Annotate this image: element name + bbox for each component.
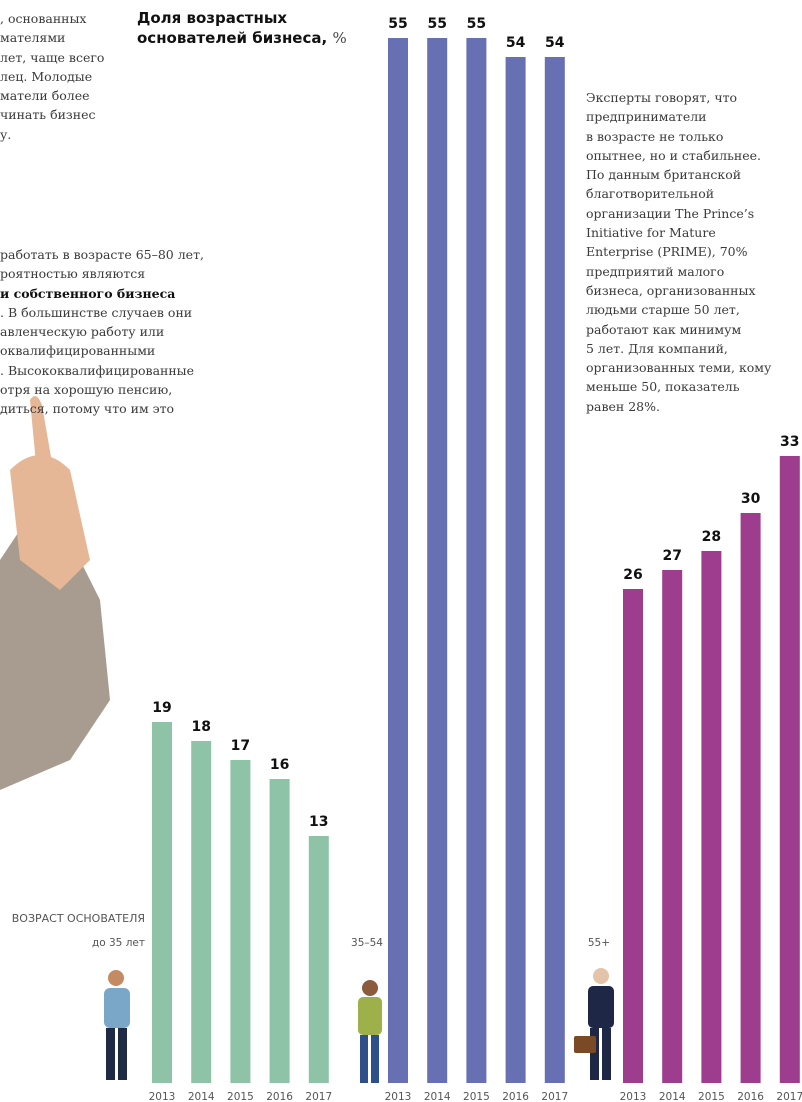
bar bbox=[779, 456, 800, 1083]
bar bbox=[505, 57, 526, 1083]
text-line: чинать бизнес bbox=[0, 107, 96, 123]
bar bbox=[388, 38, 408, 1083]
person-young bbox=[104, 970, 130, 1080]
text-line: у. bbox=[0, 126, 12, 142]
bar bbox=[466, 38, 487, 1083]
value-label: 17 bbox=[231, 738, 250, 754]
value-label: 26 bbox=[623, 567, 642, 583]
x-tick-label: 2017 bbox=[541, 1091, 568, 1102]
text-line: Enterprise (PRIME), 70% bbox=[586, 244, 748, 260]
bar bbox=[152, 722, 172, 1083]
x-tick-label: 2017 bbox=[776, 1091, 802, 1102]
bar bbox=[269, 779, 290, 1083]
value-label: 13 bbox=[309, 814, 328, 830]
bar bbox=[740, 513, 761, 1083]
x-tick-label: 2017 bbox=[305, 1091, 332, 1102]
text-line: . В большинстве случаев они bbox=[0, 304, 193, 320]
chart-title: Доля возрастных основателей бизнеса, % bbox=[137, 8, 377, 48]
text-line: лет, чаще всего bbox=[0, 49, 105, 65]
text-line: Эксперты говорят, что bbox=[586, 90, 738, 105]
bar bbox=[701, 551, 722, 1083]
text-line: авленческую работу или bbox=[0, 324, 165, 340]
value-label: 54 bbox=[545, 35, 565, 51]
person-middle bbox=[358, 980, 382, 1083]
text-line: людьми старше 50 лет, bbox=[586, 302, 740, 318]
bar bbox=[623, 589, 643, 1083]
text-line: опытнее, но и стабильнее. bbox=[586, 147, 761, 163]
text-line: работают как минимум bbox=[586, 321, 742, 337]
x-tick-label: 2016 bbox=[737, 1091, 764, 1102]
x-tick-label: 2015 bbox=[463, 1091, 490, 1102]
value-label: 28 bbox=[702, 529, 721, 545]
x-tick-label: 2014 bbox=[424, 1091, 451, 1102]
group-label: до 35 лет bbox=[92, 937, 145, 949]
x-tick-label: 2016 bbox=[266, 1091, 293, 1102]
group-label: 55+ bbox=[588, 937, 610, 949]
value-label: 55 bbox=[388, 16, 407, 32]
text-line: в возрасте не только bbox=[586, 128, 724, 144]
text-line: лец. Молодые bbox=[0, 68, 93, 84]
axis-label: ВОЗРАСТ ОСНОВАТЕЛЯ bbox=[12, 912, 145, 925]
text-line: , основанных bbox=[0, 11, 87, 26]
bar bbox=[308, 836, 329, 1083]
paragraph-right: Эксперты говорят, что предприниматели в во… bbox=[586, 88, 771, 416]
text-line: . Высококвалифицированные bbox=[0, 362, 195, 378]
bar bbox=[427, 38, 448, 1083]
value-label: 55 bbox=[427, 16, 446, 32]
text-line: диться, потому что им это bbox=[0, 401, 175, 417]
x-tick-label: 2014 bbox=[188, 1091, 215, 1102]
text-line: роятностью являются bbox=[0, 266, 146, 282]
x-tick-label: 2016 bbox=[502, 1091, 529, 1102]
paragraph-left-middle: работать в возрасте 65–80 лет, роятность… bbox=[0, 245, 204, 419]
x-tick-label: 2015 bbox=[698, 1091, 725, 1102]
value-label: 16 bbox=[270, 757, 289, 773]
text-line: организации The Prince’s bbox=[586, 205, 755, 221]
group-label: 35–54 bbox=[351, 937, 383, 949]
title-text: Доля возрастных основателей бизнеса, bbox=[137, 9, 328, 47]
text-line: меньше 50, показатель bbox=[586, 379, 740, 395]
bar bbox=[191, 741, 212, 1083]
value-label: 33 bbox=[780, 434, 799, 450]
x-tick-label: 2013 bbox=[620, 1091, 647, 1102]
text-line: благотворительной bbox=[586, 186, 715, 202]
person-senior bbox=[574, 968, 614, 1080]
value-label: 30 bbox=[741, 491, 761, 507]
value-label: 54 bbox=[506, 35, 526, 51]
paragraph-left-top: , основанных мателями лет, чаще всего ле… bbox=[0, 9, 104, 144]
x-tick-label: 2014 bbox=[659, 1091, 686, 1102]
text-line: и собственного бизнеса bbox=[0, 285, 176, 301]
value-label: 27 bbox=[662, 548, 681, 564]
text-line: бизнеса, организованных bbox=[586, 282, 756, 298]
value-label: 18 bbox=[191, 719, 210, 735]
text-line: По данным британской bbox=[586, 167, 742, 183]
unit: % bbox=[332, 29, 347, 47]
text-line: организованных теми, кому bbox=[586, 360, 772, 376]
text-line: предприниматели bbox=[586, 109, 707, 125]
text-line: матели более bbox=[0, 88, 90, 104]
bar bbox=[544, 57, 565, 1083]
x-tick-label: 2015 bbox=[227, 1091, 254, 1102]
text-line: Initiative for Mature bbox=[586, 225, 716, 241]
bar bbox=[230, 760, 251, 1083]
text-line: 5 лет. Для компаний, bbox=[586, 340, 728, 356]
x-tick-label: 2013 bbox=[385, 1091, 412, 1102]
text-line: предприятий малого bbox=[586, 263, 725, 279]
value-label: 19 bbox=[152, 700, 171, 716]
x-tick-label: 2013 bbox=[149, 1091, 176, 1102]
text-line: равен 28%. bbox=[586, 398, 660, 414]
bar bbox=[662, 570, 683, 1083]
text-line: мателями bbox=[0, 30, 66, 46]
hand-illustration bbox=[0, 396, 110, 790]
text-line: оквалифицированными bbox=[0, 343, 156, 359]
value-label: 55 bbox=[467, 16, 486, 32]
text-line: работать в возрасте 65–80 лет, bbox=[0, 247, 204, 262]
text-line: отря на хорошую пенсию, bbox=[0, 382, 173, 398]
